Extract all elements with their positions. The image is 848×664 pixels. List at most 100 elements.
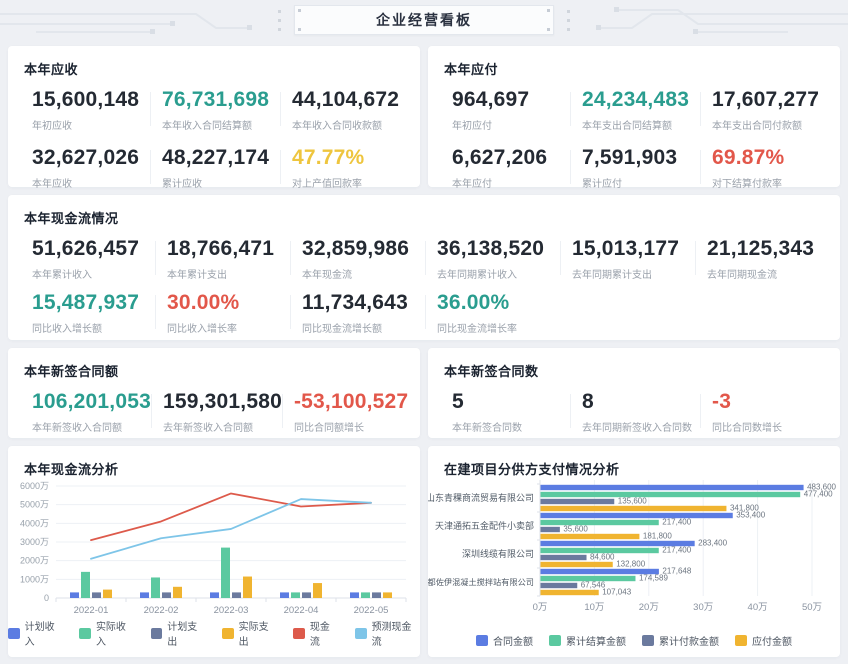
legend-swatch — [354, 627, 367, 639]
legend-item-0[interactable]: 计划收入 — [8, 618, 63, 648]
stat-item: 11,734,643 同比现金流增长额 — [290, 291, 425, 335]
svg-text:2022-04: 2022-04 — [284, 605, 319, 616]
svg-text:30万: 30万 — [693, 602, 713, 613]
svg-text:10万: 10万 — [584, 602, 604, 613]
stat-label: 本年应付 — [452, 179, 492, 190]
card-cashflow-overview: 本年现金流情况 51,626,457 本年累计收入 18,766,471 本年累计支出… — [8, 195, 840, 340]
legend-swatch — [8, 627, 20, 639]
legend-item-0[interactable]: 合同金额 — [476, 633, 533, 648]
stat-value: 15,600,148 — [32, 88, 140, 111]
legend-label: 累计付款金额 — [659, 637, 719, 648]
stat-label: 累计应付 — [582, 179, 622, 190]
stat-item: 44,104,672 本年收入合同收款额 — [280, 88, 410, 132]
stat-item: 15,013,177 去年同期累计支出 — [560, 237, 695, 281]
stat-item: 6,627,206 本年应付 — [440, 146, 570, 190]
card-supplier-payment-chart: 在建项目分供方支付情况分析 0万 10万 20万 30万 40万 50万 山东青稞商流贸易有… — [428, 446, 840, 657]
stats-grid-contract-count: 5 本年新签合同数 8 去年同期新签收入合同数 -3 同比合同数增长 — [428, 380, 840, 434]
stat-value: -53,100,527 — [293, 390, 409, 413]
svg-text:67,546: 67,546 — [581, 581, 606, 590]
svg-text:341,800: 341,800 — [730, 504, 759, 513]
stat-item: 159,301,580 去年新签收入合同额 — [150, 390, 282, 434]
supplier-chart-legend: 合同金额 累计结算金额 累计付款金额 应付金额 — [428, 633, 840, 648]
stat-label: 本年现金流 — [302, 270, 352, 281]
svg-text:2022-05: 2022-05 — [354, 605, 389, 616]
legend-label: 实际支出 — [238, 622, 269, 648]
legend-swatch — [476, 635, 488, 646]
legend-item-3[interactable]: 实际支出 — [221, 618, 277, 648]
stat-value: -3 — [712, 390, 732, 413]
stat-value: 5 — [452, 390, 464, 413]
stat-value: 6,627,206 — [452, 146, 548, 169]
card-new-contract-count: 本年新签合同数 5 本年新签合同数 8 去年同期新签收入合同数 -3 同比合同数增长 — [428, 348, 840, 438]
stat-label: 去年同期新签收入合同数 — [582, 423, 692, 434]
stat-value: 76,731,698 — [162, 88, 270, 111]
stats-grid-receivable: 15,600,148 年初应收 76,731,698 本年收入合同结算额 44,104,… — [8, 78, 420, 190]
stat-item: 15,600,148 年初应收 — [20, 88, 150, 132]
legend-swatch — [79, 627, 91, 639]
chart-title: 在建项目分供方支付情况分析 — [444, 462, 620, 477]
stat-item: 32,859,986 本年现金流 — [290, 237, 425, 281]
legend-swatch — [735, 635, 747, 646]
legend-item-5[interactable]: 预测现金流 — [354, 618, 420, 648]
stat-item: 51,626,457 本年累计收入 — [20, 237, 155, 281]
stat-value: 106,201,053 — [32, 390, 151, 413]
stat-label: 对下结算付款率 — [712, 179, 782, 190]
stat-item: 106,201,053 本年新签收入合同额 — [20, 390, 151, 434]
svg-text:132,800: 132,800 — [616, 560, 645, 569]
page-title: 企业经营看板 — [376, 12, 472, 28]
supplier-payment-hbar-chart[interactable]: 0万 10万 20万 30万 40万 50万 山东青稞商流贸易有限公司 483,600477,… — [428, 446, 840, 657]
stats-grid-contract-amount: 106,201,053 本年新签收入合同额 159,301,580 去年新签收入合同额… — [8, 380, 420, 434]
stat-value: 30.00% — [167, 291, 240, 314]
card-title: 本年新签合同数 — [444, 364, 539, 379]
cashflow-combo-chart[interactable]: 0 1000万 2000万 3000万 4000万 5000万 6000万 2022-01 20… — [8, 446, 420, 657]
legend-item-1[interactable]: 累计结算金额 — [549, 633, 626, 648]
stat-value: 36,138,520 — [437, 237, 545, 260]
stats-grid-cashflow-row1: 51,626,457 本年累计收入 18,766,471 本年累计支出 32,859,9… — [8, 227, 840, 281]
svg-text:2022-02: 2022-02 — [144, 605, 179, 616]
stat-value: 15,013,177 — [572, 237, 680, 260]
svg-text:50万: 50万 — [802, 602, 822, 613]
legend-label: 现金流 — [309, 622, 330, 648]
card-receivable: 本年应收 15,600,148 年初应收 76,731,698 本年收入合同结算额 44… — [8, 46, 420, 190]
stat-value: 47.77% — [292, 146, 365, 169]
stat-label: 去年同期现金流 — [707, 270, 777, 281]
stat-label: 本年新签收入合同额 — [32, 423, 122, 434]
legend-item-4[interactable]: 现金流 — [293, 618, 339, 648]
stat-label: 同比收入增长率 — [167, 324, 237, 335]
legend-item-2[interactable]: 计划支出 — [150, 618, 206, 648]
legend-item-1[interactable]: 实际收入 — [79, 618, 134, 648]
svg-text:84,600: 84,600 — [590, 553, 615, 562]
stat-item: 76,731,698 本年收入合同结算额 — [150, 88, 280, 132]
legend-label: 实际收入 — [95, 622, 126, 648]
legend-swatch — [221, 627, 234, 639]
legend-label: 应付金额 — [752, 637, 792, 648]
stat-label: 本年累计支出 — [167, 270, 227, 281]
card-cashflow-analysis-chart: 本年现金流分析 0 1000万 2000万 3000万 4000万 5000万 6000万 2… — [8, 446, 420, 657]
legend-item-2[interactable]: 累计付款金额 — [642, 633, 719, 648]
stat-item: 47.77% 对上产值回款率 — [280, 146, 410, 190]
stat-value: 32,859,986 — [302, 237, 410, 260]
stat-value: 159,301,580 — [162, 390, 282, 413]
card-title: 本年现金流情况 — [24, 211, 119, 226]
stat-value: 8 — [582, 390, 594, 413]
legend-label: 计划支出 — [167, 622, 198, 648]
svg-text:0: 0 — [44, 593, 49, 603]
stat-item: -3 同比合同数增长 — [700, 390, 830, 434]
stat-value: 7,591,903 — [582, 146, 678, 169]
stat-label: 去年新签收入合同额 — [162, 423, 253, 434]
stat-value: 21,125,343 — [707, 237, 815, 260]
corner-dot — [547, 9, 550, 12]
svg-text:483,600: 483,600 — [807, 483, 836, 492]
stat-item: 24,234,483 本年支出合同结算额 — [570, 88, 700, 132]
stat-label: 去年同期累计收入 — [437, 270, 517, 281]
stat-label: 对上产值回款率 — [292, 179, 362, 190]
row-new-contracts: 本年新签合同额 106,201,053 本年新签收入合同额 159,301,580 去… — [8, 348, 840, 438]
dashboard-body: 本年应收 15,600,148 年初应收 76,731,698 本年收入合同结算额 44… — [0, 40, 848, 657]
stat-item: 36.00% 同比现金流增长率 — [425, 291, 560, 335]
svg-text:107,043: 107,043 — [602, 588, 631, 597]
card-new-contract-amount: 本年新签合同额 106,201,053 本年新签收入合同额 159,301,580 去… — [8, 348, 420, 438]
svg-text:40万: 40万 — [748, 602, 768, 613]
stat-value: 15,487,937 — [32, 291, 140, 314]
stat-value: 51,626,457 — [32, 237, 140, 260]
legend-item-3[interactable]: 应付金额 — [735, 633, 792, 648]
